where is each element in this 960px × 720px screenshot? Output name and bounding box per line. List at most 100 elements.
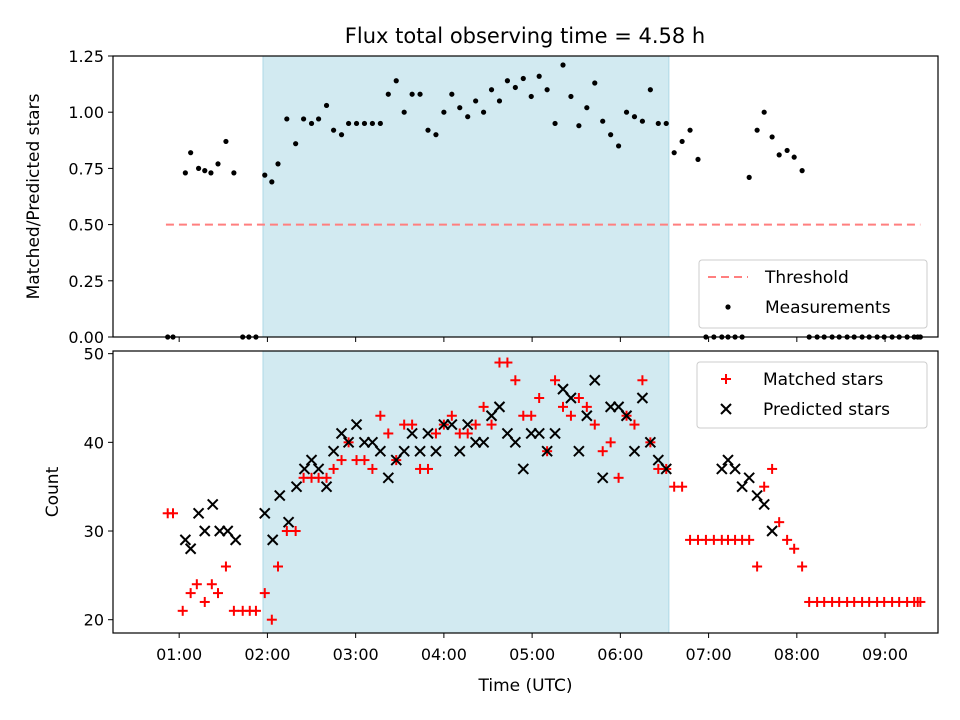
predicted-star-point [327, 445, 340, 457]
measurement-point [269, 179, 275, 185]
measurement-point [377, 120, 383, 127]
predicted-star-point [652, 454, 665, 466]
measurement-point [345, 120, 352, 127]
y-tick-label: 20 [84, 611, 104, 630]
measurement-point [449, 91, 455, 97]
measurement-point [679, 138, 685, 145]
measurement-point [552, 120, 558, 127]
legend-measurement-swatch [725, 304, 731, 310]
matched-star-point [759, 481, 770, 492]
matched-star-point [597, 446, 608, 457]
measurement-point [223, 138, 229, 145]
measurement-point [560, 62, 566, 68]
y-axis-label: Count [43, 466, 63, 517]
predicted-star-point [184, 543, 197, 555]
matched-star-point [478, 401, 489, 412]
matched-star-point [605, 437, 616, 448]
measurement-point [639, 118, 646, 124]
matched-star-point [462, 428, 473, 439]
measurement-point [761, 109, 767, 115]
measurement-point [746, 174, 752, 180]
predicted-star-point [320, 480, 333, 493]
matched-star-point [321, 472, 332, 483]
measurement-point [182, 170, 188, 176]
predicted-star-point [612, 401, 625, 413]
predicted-star-point [644, 436, 657, 449]
measurement-point [353, 120, 360, 127]
x-tick-label: 08:00 [774, 645, 820, 664]
x-tick-label: 04:00 [421, 645, 467, 664]
measurement-point [330, 127, 337, 133]
predicted-star-point [398, 445, 410, 457]
x-tick-label: 01:00 [156, 645, 202, 664]
measurement-point [284, 116, 290, 122]
predicted-star-point [414, 445, 426, 457]
measurement-point [512, 84, 518, 91]
matched-star-point [486, 419, 497, 430]
matched-star-point [446, 410, 457, 421]
predicted-star-point [266, 534, 279, 546]
predicted-star-point [766, 525, 778, 537]
predicted-star-point [736, 480, 748, 493]
predicted-star-point [758, 498, 770, 511]
matched-star-point [581, 401, 592, 412]
predicted-star-point [335, 427, 348, 440]
measurement-point [308, 120, 315, 127]
measurement-point [480, 109, 487, 115]
matched-star-point [336, 455, 347, 466]
measurement-point [600, 118, 606, 124]
predicted-star-point [557, 383, 569, 395]
measurement-point [687, 127, 693, 133]
predicted-star-point [390, 454, 402, 466]
plot-frame [112, 350, 939, 634]
measurement-point [647, 87, 653, 93]
predicted-star-point [382, 472, 395, 484]
x-axis-label: Time (UTC) [478, 676, 573, 696]
measurement-point [323, 102, 330, 109]
measurement-point [631, 114, 638, 120]
matched-star-point [328, 463, 339, 474]
matched-star-point [915, 596, 926, 607]
matched-star-point [558, 401, 568, 412]
y-tick-label: 1.00 [68, 103, 104, 122]
predicted-star-point [541, 445, 553, 457]
measurement-point [361, 120, 368, 127]
matched-star-point [767, 463, 778, 474]
measurement-point [195, 165, 202, 171]
predicted-star-point [422, 427, 434, 440]
y-tick-label: 0.75 [68, 159, 104, 178]
x-tick-label: 06:00 [597, 645, 643, 664]
measurement-point [441, 109, 447, 115]
plot-frame [112, 55, 939, 338]
matched-star-point [206, 579, 217, 590]
measurement-point [215, 161, 221, 167]
measurement-point [496, 98, 503, 104]
measurement-point [473, 98, 479, 104]
predicted-star-point [636, 392, 649, 404]
predicted-star-point [406, 427, 418, 440]
matched-star-point [213, 588, 223, 599]
count-panel: 20 30 40 50 01:00 02:00 03:00 04:00 05:00 06:00 07… [43, 345, 939, 696]
measurement-point [615, 143, 622, 149]
predicted-star-point [350, 418, 363, 431]
matched-star-point [191, 579, 202, 590]
x-tick-label: 05:00 [509, 645, 555, 664]
matched-star-point [266, 614, 277, 625]
predicted-star-point [628, 445, 641, 457]
measurement-point [576, 123, 582, 129]
measurement-point [584, 105, 590, 111]
predicted-star-point [290, 480, 303, 493]
legend-predicted-swatch [720, 403, 732, 415]
matched-star-point [502, 357, 513, 368]
legend-box [696, 361, 928, 429]
matched-star-point [290, 526, 301, 537]
matched-star-point [534, 393, 545, 403]
predicted-star-point [461, 418, 474, 431]
matched-star-point [423, 463, 433, 474]
predicted-star-point [589, 374, 601, 386]
measurement-point [425, 127, 431, 133]
measurement-point [695, 156, 701, 163]
measurement-point [275, 161, 281, 167]
predicted-star-point [374, 445, 387, 457]
